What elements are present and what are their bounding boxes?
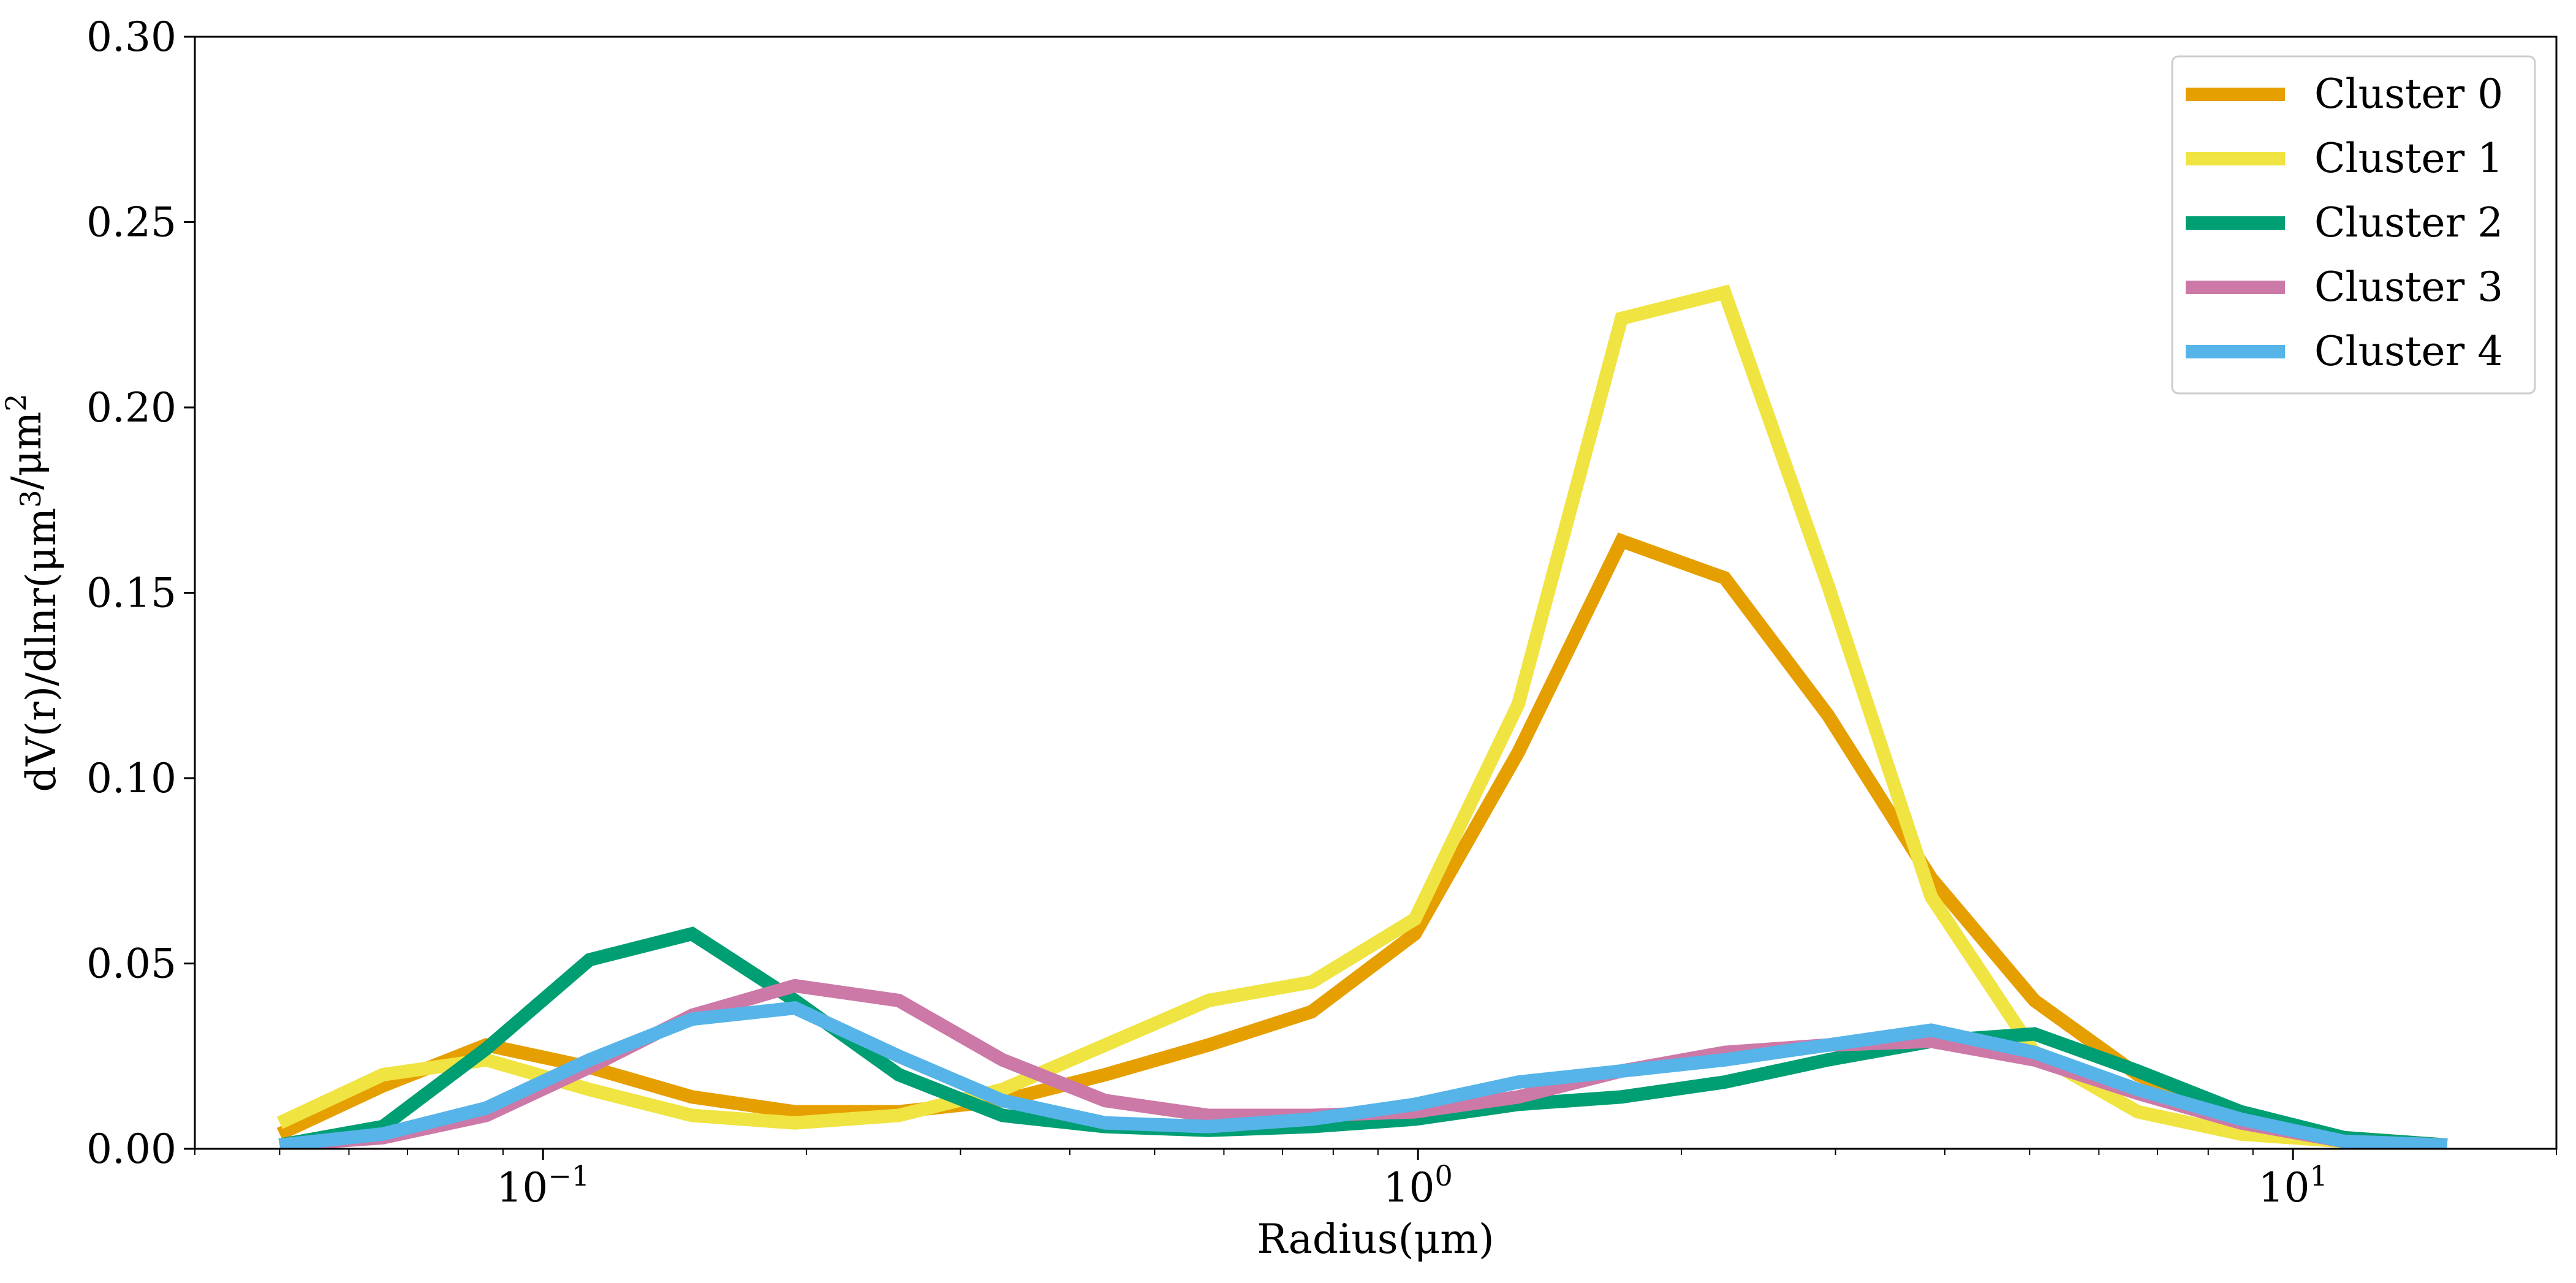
y-tick-label: 0.30 bbox=[86, 13, 176, 61]
x-tick-exponent: 0 bbox=[1435, 1159, 1453, 1192]
x-axis: 10−1 100 101 bbox=[194, 1149, 2557, 1211]
y-tick-label: 0.00 bbox=[86, 1126, 176, 1173]
legend: Cluster 0 Cluster 1 Cluster 2 Cluster 3 Clus… bbox=[2171, 55, 2536, 395]
series-layer bbox=[276, 284, 2448, 1149]
x-tick-label: 100 bbox=[1384, 1159, 1453, 1211]
series-line-cluster-4 bbox=[279, 1001, 2447, 1149]
y-tick-label: 0.20 bbox=[86, 384, 176, 431]
y-tick-label: 0.15 bbox=[86, 570, 176, 617]
y-tick-label: 0.25 bbox=[86, 199, 176, 246]
legend-label: Cluster 1 bbox=[2314, 135, 2503, 182]
legend-box bbox=[2171, 55, 2536, 395]
y-tick-label: 0.05 bbox=[86, 940, 176, 988]
y-tick-label: 0.10 bbox=[86, 755, 176, 802]
series-line-cluster-1 bbox=[276, 284, 2447, 1149]
x-tick-base: 10 bbox=[1384, 1164, 1435, 1211]
y-axis: 0.00 0.05 0.10 0.15 0.20 0.25 0.30 bbox=[86, 13, 195, 1173]
x-tick-exponent: −1 bbox=[548, 1159, 589, 1192]
x-tick-label: 101 bbox=[2259, 1159, 2328, 1211]
legend-label: Cluster 4 bbox=[2314, 328, 2503, 375]
x-tick-base: 10 bbox=[2259, 1164, 2310, 1211]
y-axis-label: dV(r)/dlnr(μm3/μm2 bbox=[0, 393, 65, 792]
x-tick-base: 10 bbox=[496, 1164, 548, 1211]
x-tick-exponent: 1 bbox=[2309, 1159, 2327, 1192]
legend-label: Cluster 3 bbox=[2314, 263, 2503, 311]
series-line-cluster-2 bbox=[278, 926, 2448, 1149]
series-line-cluster-0 bbox=[276, 532, 2448, 1149]
legend-label: Cluster 2 bbox=[2314, 199, 2503, 246]
x-axis-label: Radius(μm) bbox=[1257, 1216, 1494, 1263]
x-tick-label: 10−1 bbox=[496, 1159, 589, 1211]
legend-label: Cluster 0 bbox=[2314, 70, 2503, 118]
